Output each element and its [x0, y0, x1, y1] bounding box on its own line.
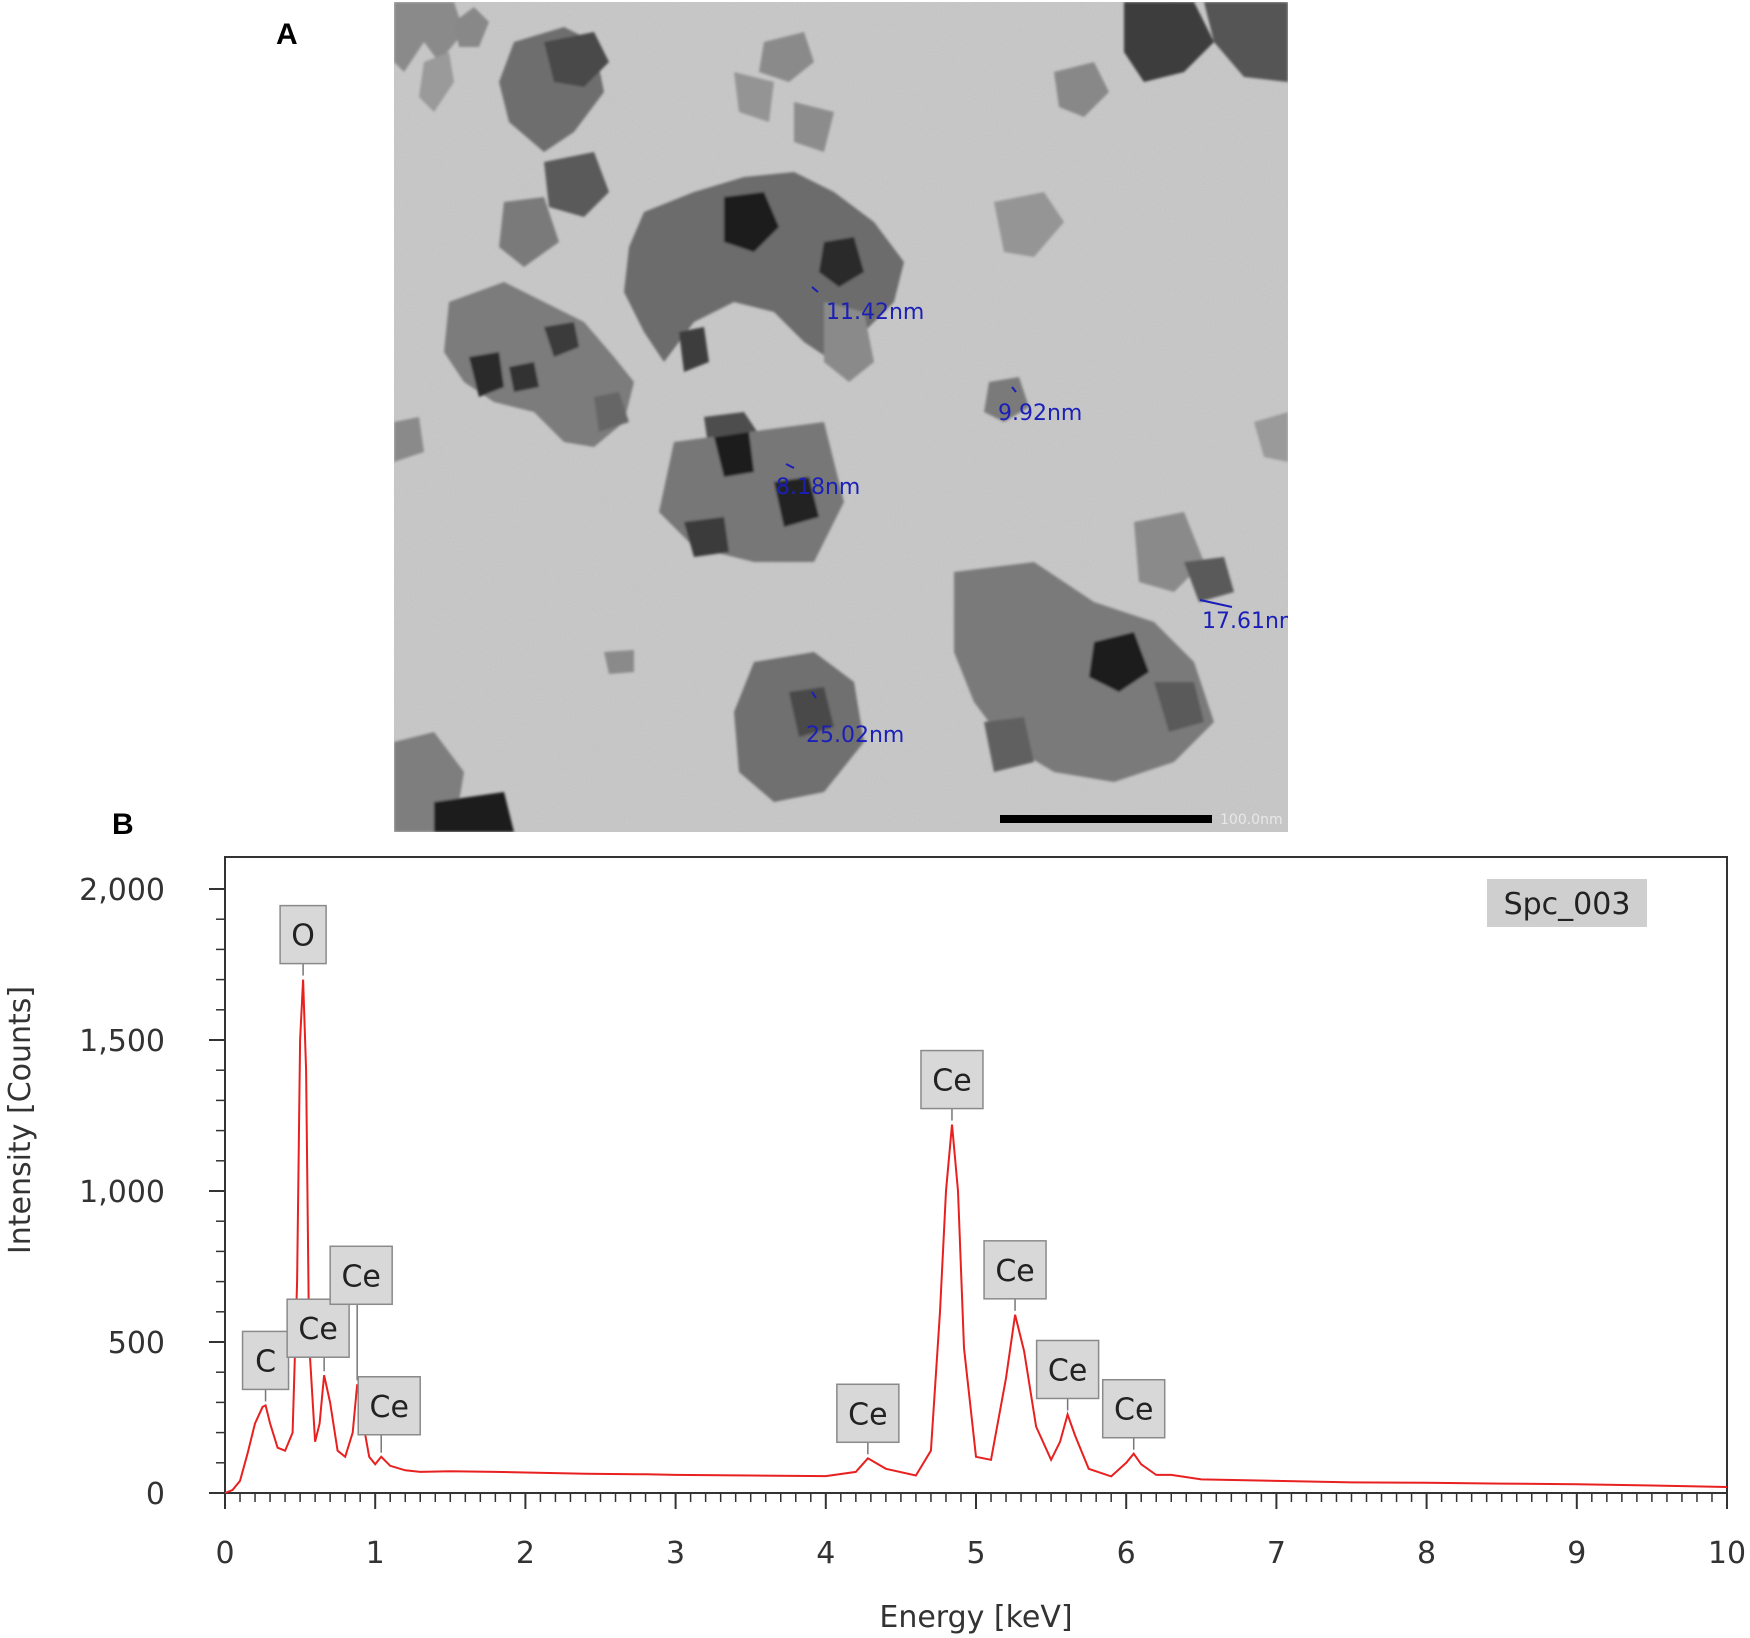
- legend: Spc_003: [1487, 879, 1647, 927]
- x-tick-label: 7: [1267, 1536, 1286, 1571]
- peak-label-text: C: [255, 1344, 276, 1379]
- peak-label-text: O: [291, 919, 315, 954]
- peak-label-text: Ce: [848, 1397, 887, 1432]
- axis-ticks: [209, 888, 1728, 1509]
- y-tick-label: 0: [146, 1477, 165, 1512]
- peak-label: Ce: [836, 1383, 900, 1455]
- x-tick-label: 4: [816, 1536, 835, 1571]
- peak-label-box: [983, 1240, 1047, 1300]
- measurement-label: 17.61nm: [1202, 609, 1288, 634]
- x-tick-label: 0: [215, 1536, 234, 1571]
- y-tick-label: 500: [108, 1326, 165, 1361]
- peak-label: C: [241, 1330, 290, 1402]
- peak-label-text: Ce: [1048, 1353, 1087, 1388]
- plot-frame: [224, 856, 1728, 1494]
- measurement-label: 25.02nm: [806, 723, 904, 748]
- scale-bar: [1000, 815, 1212, 823]
- peak-label-box: [286, 1298, 350, 1358]
- x-tick-label: 2: [516, 1536, 535, 1571]
- panel-b-label: B: [112, 808, 134, 841]
- peak-label: Ce: [1101, 1378, 1166, 1450]
- measurement-label: 8.18nm: [776, 475, 860, 500]
- peak-label-text: Ce: [932, 1064, 971, 1099]
- peak-label-text: Ce: [995, 1254, 1034, 1289]
- peak-label-box: [920, 1049, 984, 1110]
- y-tick-label: 1,000: [79, 1175, 165, 1210]
- x-tick-label: 5: [966, 1536, 985, 1571]
- x-tick-label: 9: [1567, 1536, 1586, 1571]
- tem-image: 11.42nm 9.92nm 8.18nm 17.61nm 25.02nm 10…: [394, 2, 1288, 832]
- peak-label-text: Ce: [370, 1390, 409, 1425]
- peak-label: Ce: [357, 1376, 421, 1453]
- peak-label: Ce: [920, 1049, 984, 1121]
- tick-labels: 0 1 2 3 4 5 6 7 8 9 10 0 500 1,000 1,500 2,000: [79, 873, 1746, 1571]
- peak-label-box: [357, 1376, 421, 1436]
- spectrum-series-line: [224, 979, 1728, 1494]
- peak-label-text: Ce: [298, 1312, 337, 1347]
- y-axis-title: Intensity [Counts]: [3, 986, 38, 1254]
- peak-label-box: [241, 1330, 290, 1391]
- peak-label-box: [1101, 1378, 1166, 1439]
- legend-box: [1487, 879, 1647, 927]
- measurement-label: 11.42nm: [826, 300, 924, 325]
- measurement-markers: [785, 286, 1233, 699]
- x-tick-label: 1: [366, 1536, 385, 1571]
- peak-label: Ce: [983, 1240, 1047, 1311]
- peak-label-box: [329, 1245, 393, 1306]
- peak-label-text: Ce: [1114, 1393, 1153, 1428]
- y-tick-label: 2,000: [79, 873, 165, 908]
- tem-micrograph: 11.42nm 9.92nm 8.18nm 17.61nm 25.02nm 10…: [394, 2, 1288, 832]
- x-axis-title: Energy [keV]: [879, 1600, 1072, 1635]
- peak-label: O: [279, 904, 327, 976]
- peak-label-box: [836, 1383, 900, 1444]
- peak-label-box: [279, 904, 327, 965]
- scale-bar-label: 100.0nm: [1220, 812, 1283, 828]
- peak-label: Ce: [286, 1298, 350, 1372]
- peak-label: Ce: [329, 1245, 393, 1381]
- x-tick-label: 8: [1417, 1536, 1436, 1571]
- x-tick-label: 10: [1708, 1536, 1746, 1571]
- y-tick-label: 1,500: [79, 1024, 165, 1059]
- legend-label: Spc_003: [1504, 887, 1631, 922]
- x-tick-label: 3: [666, 1536, 685, 1571]
- panel-a-label: A: [276, 18, 298, 51]
- measurement-label: 9.92nm: [998, 401, 1082, 426]
- particle-aggregates: [394, 2, 1288, 832]
- peak-label-box: [1035, 1339, 1100, 1400]
- peak-label-text: Ce: [341, 1259, 380, 1294]
- x-tick-label: 6: [1117, 1536, 1136, 1571]
- peak-label: Ce: [1035, 1339, 1100, 1411]
